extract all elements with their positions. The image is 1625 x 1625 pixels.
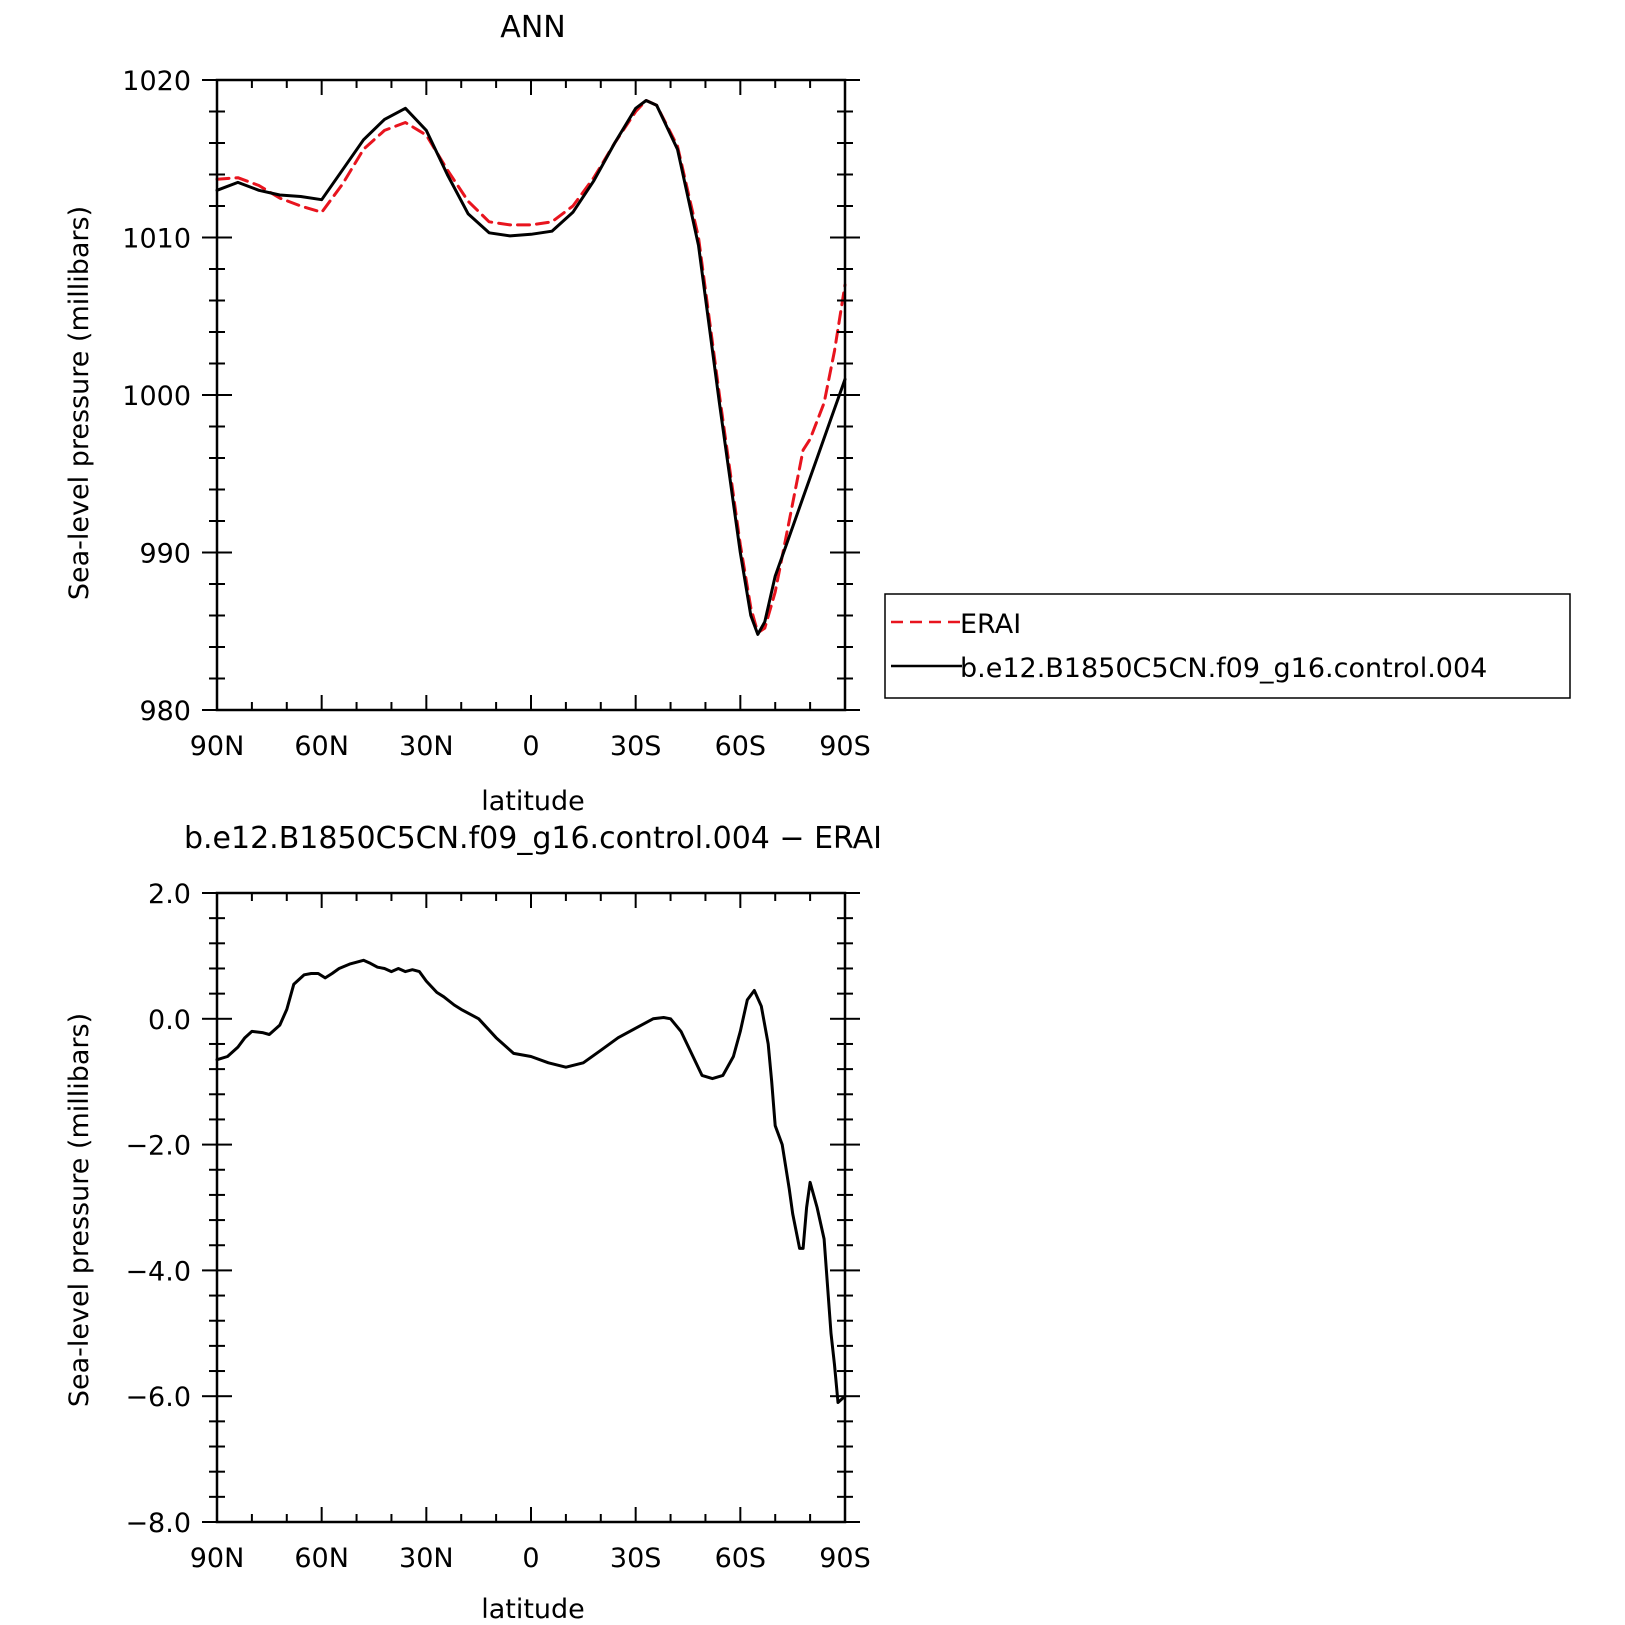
bottom-xtick-label: 0 <box>522 1543 539 1574</box>
bottom-chart-lines <box>215 958 847 1404</box>
bottom-ytick-label: 0.0 <box>148 1005 191 1036</box>
top-xtick-label: 30S <box>610 731 662 762</box>
top-chart-ticks: 90N 60N 30N 0 30S 60S 90S 980 990 1000 1010 1020 <box>122 66 870 762</box>
top-ytick-label: 1010 <box>122 224 191 255</box>
bottom-xtick-label: 30S <box>610 1543 662 1574</box>
bottom-xtick-label: 60S <box>715 1543 767 1574</box>
legend-label-erai: ERAI <box>960 609 1021 640</box>
top-series-line-1 <box>215 99 847 636</box>
bottom-xtick-label: 90N <box>190 1543 245 1574</box>
top-xtick-label: 60N <box>294 731 349 762</box>
bottom-series-line-0 <box>215 958 847 1404</box>
bottom-xtick-label: 30N <box>399 1543 454 1574</box>
bottom-chart-title: b.e12.B1850C5CN.f09_g16.control.004 − ER… <box>184 821 882 856</box>
top-ytick-label: 1020 <box>122 66 191 97</box>
top-xtick-label: 90S <box>819 731 871 762</box>
top-series-line-0 <box>215 99 847 635</box>
bottom-xtick-label: 60N <box>294 1543 349 1574</box>
top-ytick-label: 990 <box>139 539 191 570</box>
bottom-chart-ylabel: Sea-level pressure (millibars) <box>64 1013 95 1407</box>
top-xtick-label: 0 <box>522 731 539 762</box>
top-chart-xlabel: latitude <box>481 786 585 817</box>
legend-label-control: b.e12.B1850C5CN.f09_g16.control.004 <box>960 653 1487 684</box>
bottom-ytick-label: −2.0 <box>125 1131 191 1162</box>
legend-box <box>884 593 1571 699</box>
bottom-xtick-label: 90S <box>819 1543 871 1574</box>
top-ytick-label: 1000 <box>122 381 191 412</box>
top-chart-lines <box>215 99 847 636</box>
bottom-ytick-label: 2.0 <box>148 879 191 910</box>
bottom-ytick-label: −4.0 <box>125 1256 191 1287</box>
bottom-chart-xlabel: latitude <box>481 1594 585 1625</box>
bottom-ytick-label: −6.0 <box>125 1382 191 1413</box>
top-xtick-label: 30N <box>399 731 454 762</box>
top-chart-ylabel: Sea-level pressure (millibars) <box>64 206 95 600</box>
top-xtick-label: 90N <box>190 731 245 762</box>
top-xtick-label: 60S <box>715 731 767 762</box>
legend: ERAI b.e12.B1850C5CN.f09_g16.control.004 <box>884 593 1571 699</box>
bottom-chart: b.e12.B1850C5CN.f09_g16.control.004 − ER… <box>64 821 882 1625</box>
top-chart-title: ANN <box>500 10 565 45</box>
bottom-ytick-label: −8.0 <box>125 1508 191 1539</box>
top-chart: ANN 90N 60N 30N 0 30S 60S 90S 980 990 1000 1010 102… <box>64 10 871 817</box>
bottom-chart-ticks: 90N 60N 30N 0 30S 60S 90S −8.0 −6.0 −4.0 −2.0 0.0 2.… <box>125 879 870 1574</box>
top-ytick-label: 980 <box>139 696 191 727</box>
